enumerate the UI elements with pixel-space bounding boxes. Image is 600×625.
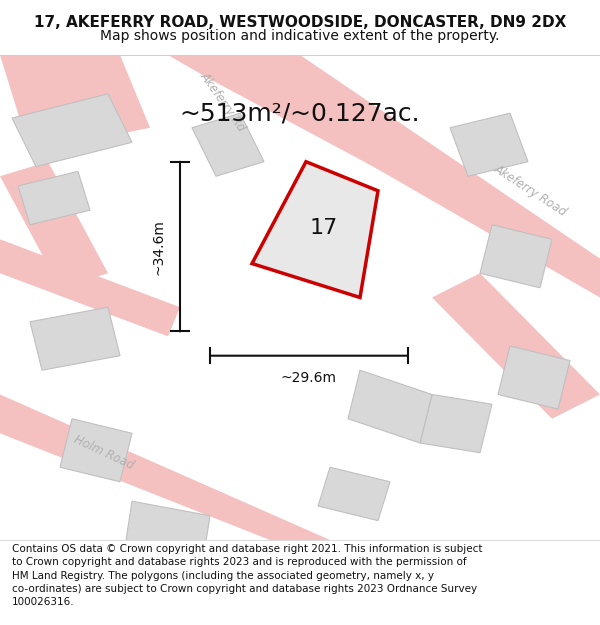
Polygon shape <box>168 55 600 288</box>
Polygon shape <box>252 162 378 298</box>
Polygon shape <box>318 468 390 521</box>
Text: ~34.6m: ~34.6m <box>152 219 166 274</box>
Polygon shape <box>480 225 552 288</box>
Polygon shape <box>420 394 492 452</box>
Polygon shape <box>0 162 108 288</box>
Polygon shape <box>126 501 210 554</box>
Polygon shape <box>18 171 90 225</box>
Text: Akeferry Road: Akeferry Road <box>492 162 569 219</box>
Text: Contains OS data © Crown copyright and database right 2021. This information is : Contains OS data © Crown copyright and d… <box>12 544 482 607</box>
Polygon shape <box>192 113 264 176</box>
Polygon shape <box>180 55 600 298</box>
Polygon shape <box>0 239 180 336</box>
Polygon shape <box>498 346 570 409</box>
Polygon shape <box>12 94 132 166</box>
Polygon shape <box>60 419 132 482</box>
Text: Holm Road: Holm Road <box>72 433 136 472</box>
Text: 17, AKEFERRY ROAD, WESTWOODSIDE, DONCASTER, DN9 2DX: 17, AKEFERRY ROAD, WESTWOODSIDE, DONCAST… <box>34 16 566 31</box>
Polygon shape <box>432 273 600 419</box>
Polygon shape <box>30 308 120 370</box>
Polygon shape <box>0 55 150 152</box>
Polygon shape <box>348 370 432 443</box>
Text: ~29.6m: ~29.6m <box>281 371 337 384</box>
Text: 17: 17 <box>310 218 338 238</box>
Text: Map shows position and indicative extent of the property.: Map shows position and indicative extent… <box>100 29 500 43</box>
Text: Akeferry Rd: Akeferry Rd <box>198 69 248 134</box>
Polygon shape <box>450 113 528 176</box>
Polygon shape <box>0 394 330 540</box>
Text: ~513m²/~0.127ac.: ~513m²/~0.127ac. <box>179 101 421 125</box>
